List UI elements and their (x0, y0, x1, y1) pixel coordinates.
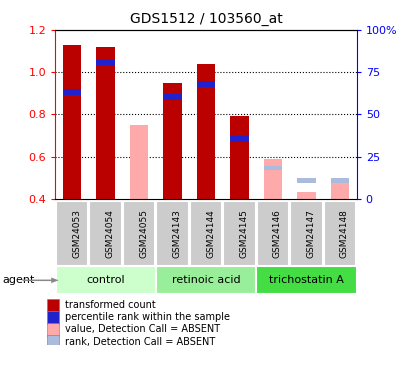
Text: trichostatin A: trichostatin A (268, 275, 343, 285)
Text: agent: agent (2, 275, 34, 285)
Text: GSM24146: GSM24146 (272, 209, 281, 258)
Bar (96, 60, 115, 66)
Bar (263, 166, 281, 170)
Bar (155, 266, 256, 294)
Bar (47, 311, 59, 324)
Text: percentile rank within the sample: percentile rank within the sample (65, 312, 229, 322)
Bar (56, 201, 88, 266)
Bar (96, 47, 115, 199)
Bar (330, 182, 348, 199)
Bar (189, 201, 222, 266)
Text: GSM24053: GSM24053 (72, 209, 81, 258)
Bar (330, 178, 348, 183)
Bar (63, 90, 81, 95)
Text: GSM24148: GSM24148 (339, 209, 348, 258)
Text: GSM24144: GSM24144 (205, 209, 214, 258)
Bar (256, 266, 356, 294)
Text: GSM24054: GSM24054 (106, 209, 114, 258)
Title: GDS1512 / 103560_at: GDS1512 / 103560_at (129, 12, 282, 26)
Bar (256, 201, 289, 266)
Text: GSM24145: GSM24145 (239, 209, 248, 258)
Bar (196, 81, 215, 87)
Bar (47, 298, 59, 311)
Bar (230, 136, 248, 142)
Bar (122, 201, 155, 266)
Bar (156, 201, 189, 266)
Bar (89, 201, 122, 266)
Text: retinoic acid: retinoic acid (171, 275, 240, 285)
Text: GSM24147: GSM24147 (306, 209, 315, 258)
Bar (63, 45, 81, 199)
Bar (163, 94, 181, 100)
Bar (323, 201, 355, 266)
Bar (297, 178, 315, 183)
Bar (263, 159, 281, 199)
Text: value, Detection Call = ABSENT: value, Detection Call = ABSENT (65, 324, 219, 334)
Bar (230, 117, 248, 199)
Bar (47, 323, 59, 336)
Bar (163, 83, 181, 199)
Text: GSM24143: GSM24143 (172, 209, 181, 258)
Text: rank, Detection Call = ABSENT: rank, Detection Call = ABSENT (65, 337, 214, 346)
Bar (55, 266, 155, 294)
Text: control: control (86, 275, 125, 285)
Bar (130, 125, 148, 199)
Bar (297, 192, 315, 199)
Bar (47, 335, 59, 348)
Bar (222, 201, 255, 266)
Bar (196, 64, 215, 199)
Bar (289, 201, 322, 266)
Text: transformed count: transformed count (65, 300, 155, 310)
Text: GSM24055: GSM24055 (139, 209, 148, 258)
